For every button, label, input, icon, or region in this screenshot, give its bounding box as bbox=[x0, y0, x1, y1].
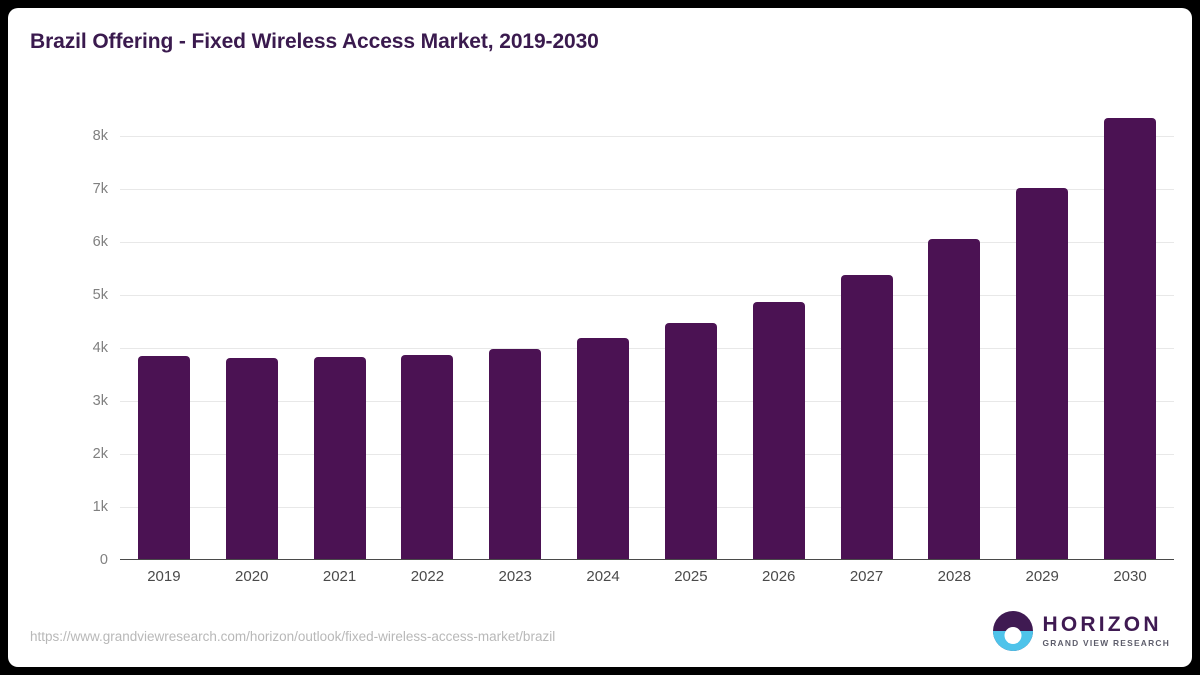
y-axis-tick-label: 8k bbox=[92, 128, 108, 145]
bar-2029[interactable] bbox=[1016, 187, 1069, 560]
page-title: Brazil Offering - Fixed Wireless Access … bbox=[30, 30, 599, 53]
bar-2023[interactable] bbox=[489, 348, 542, 560]
x-axis-tick-label: 2030 bbox=[1113, 568, 1147, 585]
bar-slot bbox=[296, 102, 384, 560]
bar-slot bbox=[208, 102, 296, 560]
bar-2026[interactable] bbox=[752, 302, 805, 560]
gridline bbox=[120, 401, 1174, 403]
bar-2020[interactable] bbox=[225, 358, 278, 560]
bar-2025[interactable] bbox=[664, 322, 717, 560]
bar-slot bbox=[998, 102, 1086, 560]
logo-ray-2 bbox=[1008, 640, 1019, 643]
bar-2021[interactable] bbox=[313, 357, 366, 560]
bar-slot bbox=[120, 102, 208, 560]
bar-slot bbox=[559, 102, 647, 560]
x-axis-line bbox=[120, 558, 1174, 560]
gridline bbox=[120, 242, 1174, 244]
bar-slot bbox=[383, 102, 471, 560]
y-axis-tick-label: 7k bbox=[92, 181, 108, 198]
plot-area: 0 1k 2k 3k 4k 5k 6k 7k 8k bbox=[93, 102, 1174, 568]
y-axis-tick-label: 5k bbox=[92, 287, 108, 304]
logo-ray-1 bbox=[1005, 636, 1021, 639]
bar-series bbox=[120, 102, 1174, 560]
y-axis-tick-label: 3k bbox=[92, 393, 108, 410]
bar-2027[interactable] bbox=[840, 275, 893, 560]
x-axis-tick-label: 2021 bbox=[322, 568, 357, 585]
chart-card: Brazil Offering - Fixed Wireless Access … bbox=[8, 8, 1192, 667]
x-axis-ticks: 2019 2020 2021 2022 2023 2024 2025 2026 2027 2028… bbox=[120, 568, 1174, 585]
x-axis-tick-label: 2026 bbox=[762, 568, 796, 585]
bar-slot bbox=[647, 102, 735, 560]
x-axis-tick-label: 2025 bbox=[674, 568, 708, 585]
y-axis-tick-label: 1k bbox=[92, 499, 108, 516]
x-axis-tick-label: 2022 bbox=[410, 568, 445, 585]
x-axis-tick-label: 2028 bbox=[937, 568, 972, 585]
gridline bbox=[120, 189, 1174, 191]
gridlines bbox=[120, 102, 1174, 560]
x-axis-tick-label: 2027 bbox=[849, 568, 884, 585]
logo-name: HORIZON bbox=[1042, 613, 1162, 637]
x-axis-tick-label: 2029 bbox=[1025, 568, 1059, 585]
gridline bbox=[120, 348, 1174, 350]
bar-slot bbox=[823, 102, 911, 560]
y-axis-title: Market Size (US$M) bbox=[8, 193, 9, 328]
bar-slot bbox=[471, 102, 559, 560]
y-axis-tick-label: 4k bbox=[92, 340, 108, 357]
x-axis-tick-label: 2020 bbox=[235, 568, 269, 585]
x-axis-tick-label: 2024 bbox=[586, 568, 620, 585]
bar-slot bbox=[1086, 102, 1174, 560]
y-axis-tick-label: 0 bbox=[99, 552, 108, 568]
bar-2030[interactable] bbox=[1104, 117, 1157, 560]
x-axis-tick-label: 2023 bbox=[498, 568, 532, 585]
gridline bbox=[120, 454, 1174, 456]
logo-text: HORIZON GRAND VIEW RESEARCH bbox=[1042, 614, 1170, 647]
bar-2022[interactable] bbox=[401, 355, 454, 560]
horizon-logo: HORIZON GRAND VIEW RESEARCH bbox=[993, 611, 1170, 651]
bar-2028[interactable] bbox=[928, 238, 981, 560]
gridline bbox=[120, 507, 1174, 509]
bar-slot bbox=[735, 102, 823, 560]
logo-tagline: GRAND VIEW RESEARCH bbox=[1042, 638, 1170, 649]
y-axis-ticks: 0 1k 2k 3k 4k 5k 6k 7k 8k bbox=[93, 102, 1174, 568]
bar-2024[interactable] bbox=[577, 337, 630, 560]
source-url[interactable]: https://www.grandviewresearch.com/horizo… bbox=[30, 629, 556, 644]
logo-sun-shape bbox=[1004, 626, 1022, 644]
gridline bbox=[120, 136, 1174, 138]
bar-slot bbox=[910, 102, 998, 560]
bar-2019[interactable] bbox=[137, 356, 190, 560]
y-axis-tick-label: 6k bbox=[92, 234, 108, 251]
horizon-sun-icon bbox=[993, 611, 1034, 651]
gridline bbox=[120, 295, 1174, 297]
y-axis-tick-label: 2k bbox=[92, 446, 108, 463]
x-axis-tick-label: 2019 bbox=[147, 568, 181, 585]
